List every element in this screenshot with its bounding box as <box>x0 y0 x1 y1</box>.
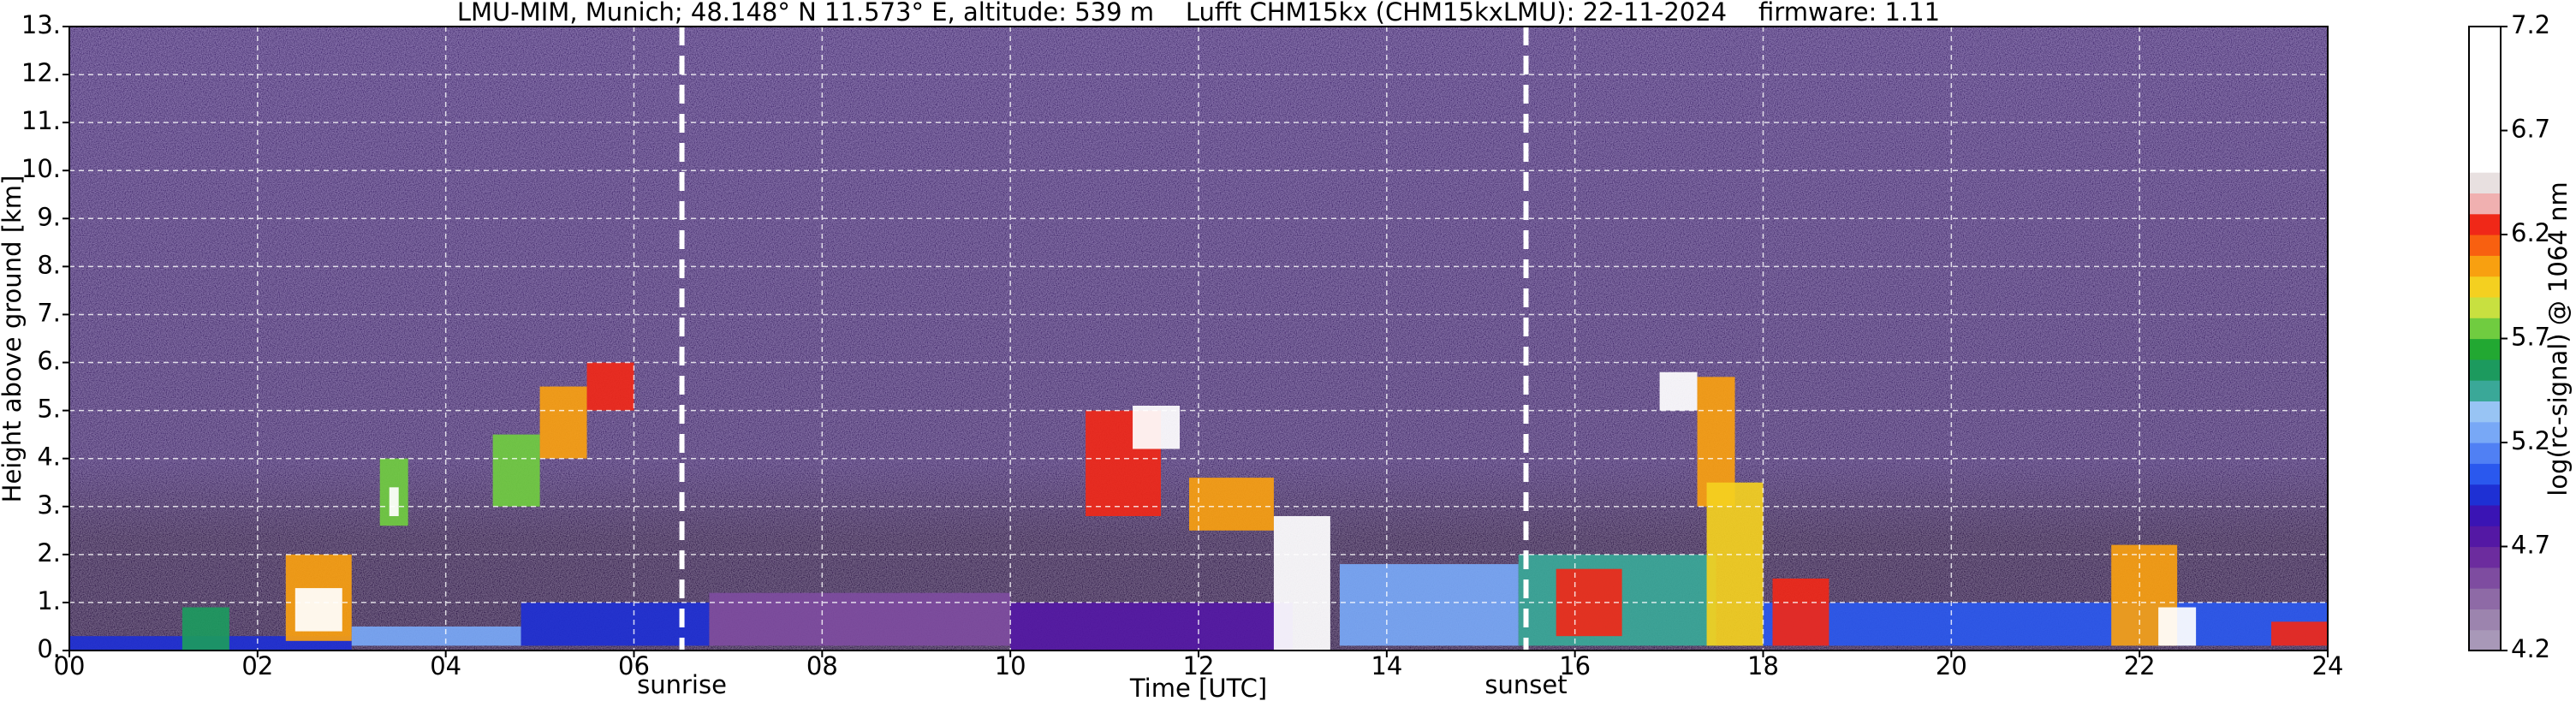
colorbar-level <box>2469 318 2501 340</box>
signal-cell <box>1339 564 1519 646</box>
signal-cell <box>1273 515 1330 651</box>
x-tick-label: 02 <box>241 651 273 680</box>
colorbar-level <box>2469 172 2501 193</box>
colorbar-level <box>2469 276 2501 298</box>
y-tick-label: 4. <box>37 443 61 472</box>
colorbar-level <box>2469 443 2501 464</box>
signal-cell <box>492 434 540 507</box>
signal-cell <box>539 386 587 459</box>
x-tick-label: 04 <box>430 651 461 680</box>
x-tick-label: 14 <box>1371 651 1402 680</box>
x-tick-label: 06 <box>618 651 650 680</box>
colorbar-level <box>2469 110 2501 132</box>
colorbar-level <box>2469 380 2501 401</box>
colorbar-level <box>2469 526 2501 548</box>
colorbar-label: log(rc-signal) @ 1064 nm <box>2543 181 2573 496</box>
cells <box>69 362 2328 651</box>
x-tick-label: 00 <box>54 651 86 680</box>
colorbar-level <box>2469 213 2501 235</box>
signal-cell <box>2271 621 2328 646</box>
colorbar-level <box>2469 47 2501 69</box>
y-axis-label: Height above ground [km] <box>0 175 27 503</box>
x-tick-label: 12 <box>1183 651 1215 680</box>
colorbar-level <box>2469 235 2501 256</box>
signal-cell <box>1659 371 1698 411</box>
colorbar-level <box>2469 359 2501 381</box>
colorbar-level <box>2469 401 2501 423</box>
signal-cell <box>2158 607 2197 646</box>
colorbar-level <box>2469 151 2501 173</box>
colorbar-level <box>2469 421 2501 443</box>
signal-cell <box>586 362 634 411</box>
signal-cell <box>1772 578 1829 646</box>
y-tick-label: 1. <box>37 586 61 615</box>
colorbar-tick-label: 4.2 <box>2511 634 2550 663</box>
signal-cell <box>1133 406 1181 449</box>
x-tick-label: 18 <box>1747 651 1779 680</box>
signal-cell <box>294 588 342 632</box>
colorbar-level <box>2469 255 2501 277</box>
y-tick-label: 10. <box>21 154 61 183</box>
colorbar-level <box>2469 296 2501 318</box>
signal-cell <box>1763 602 2328 646</box>
y-tick-label: 7. <box>37 298 61 327</box>
y-tick-label: 3. <box>37 490 61 520</box>
y-tick-label: 5. <box>37 395 61 424</box>
y-tick-label: 12. <box>21 58 61 87</box>
plot-frame <box>68 26 2329 651</box>
colorbar-tick-label: 5.2 <box>2511 426 2550 455</box>
signal-cell <box>1189 478 1274 531</box>
colorbar-level <box>2469 338 2501 360</box>
colorbar-level <box>2469 567 2501 589</box>
colorbar-tick-label: 4.7 <box>2511 531 2550 560</box>
colorbar-level <box>2469 546 2501 568</box>
signal-cell <box>1010 602 1293 651</box>
signal-cell <box>389 487 399 516</box>
annotation-label: sunrise <box>637 670 727 699</box>
colorbar-level <box>2469 629 2501 651</box>
y-tick-label: 11. <box>21 106 61 135</box>
signal-cell <box>709 592 1011 646</box>
colorbar-level <box>2469 130 2501 152</box>
y-tick-label: 0. <box>37 634 61 663</box>
colorbar-tick-label: 5.7 <box>2511 323 2550 352</box>
colorbar-level <box>2469 504 2501 526</box>
colorbar-level <box>2469 88 2501 110</box>
signal-cell <box>521 602 710 646</box>
x-tick-label: 10 <box>995 651 1026 680</box>
chart-title: LMU-MIM, Munich; 48.148° N 11.573° E, al… <box>457 0 1940 27</box>
colorbar-tick-label: 6.2 <box>2511 218 2550 247</box>
y-tick-label: 13. <box>21 10 61 39</box>
y-tick-label: 6. <box>37 347 61 376</box>
x-tick-label: 20 <box>1936 651 1967 680</box>
colorbar-tick-label: 7.2 <box>2511 10 2550 39</box>
overlay: 0. 1. 2. 3. 4. 5. 6. 7. 8. 9. 10. 11. 12. 13. 00 02 04 06… <box>21 10 2550 699</box>
colorbar-level <box>2469 68 2501 90</box>
signal-cell <box>1706 482 1764 646</box>
x-tick-label: 08 <box>806 651 838 680</box>
x-tick-label: 16 <box>1559 651 1591 680</box>
y-tick-label: 2. <box>37 538 61 567</box>
signal-cell <box>181 607 229 651</box>
colorbar-tick-label: 6.7 <box>2511 115 2550 144</box>
x-tick-label: 22 <box>2124 651 2156 680</box>
y-tick-label: 9. <box>37 202 61 231</box>
annotation-label: sunset <box>1484 670 1567 699</box>
x-tick-label: 24 <box>2312 651 2344 680</box>
colorbar-level <box>2469 27 2501 48</box>
colorbar-level <box>2469 609 2501 631</box>
signal-cell <box>351 626 521 646</box>
colorbar-level <box>2469 463 2501 485</box>
colorbar-level <box>2469 484 2501 506</box>
colorbar-level <box>2469 193 2501 215</box>
x-axis-label: Time [UTC] <box>1129 674 1267 703</box>
y-tick-label: 8. <box>37 250 61 279</box>
colorbar-level <box>2469 588 2501 609</box>
